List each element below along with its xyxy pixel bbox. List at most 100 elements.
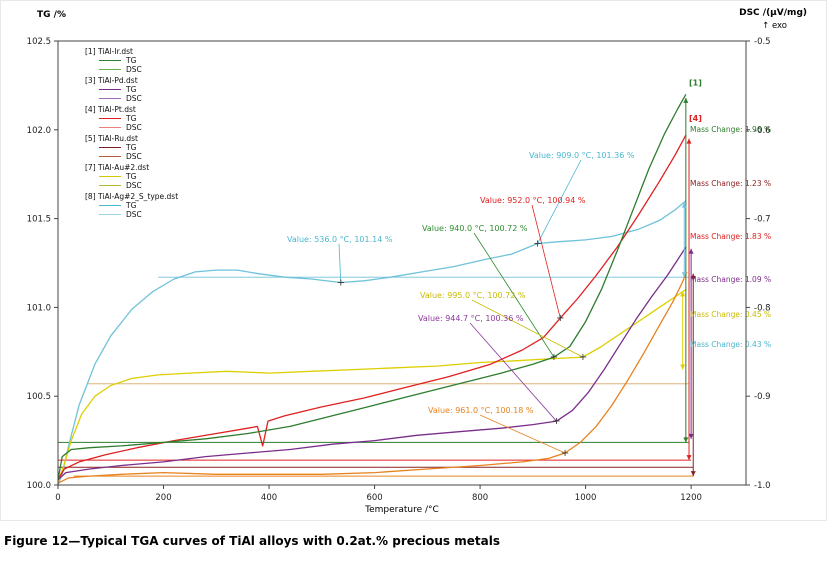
tga-chart-svg: Value: 536.0 °C, 101.14 % + Value: 909.0 °… [27,8,807,515]
legend-curve-type-label: TG [126,114,137,123]
value-annotation: Value: 944.7 °C, 100.36 % [418,314,524,323]
y-right-tick-label: -1.0 [754,481,771,491]
arrowhead-down-icon [688,433,694,439]
y-left-tick-label: 101.0 [27,303,51,313]
exo-label: ↑ exo [762,21,787,31]
x-tick-label: 1200 [680,493,702,503]
arrowhead-down-icon [683,437,689,443]
legend-swatch-icon [99,69,121,70]
legend-swatch-icon [99,205,121,206]
mass-change-label: Mass Change: 1.83 % [690,232,771,241]
arrowhead-up-icon [681,202,687,208]
x-tick-label: 600 [366,493,382,503]
y-right-tick-label: -0.5 [754,37,771,47]
legend-entry-dsc: DSC [85,181,178,190]
legend-curve-type-label: TG [126,143,137,152]
point-marker-icon: + [533,238,541,249]
legend-swatch-icon [99,156,121,157]
arrowhead-up-icon [686,138,692,144]
annotation-leader-line [469,322,557,422]
point-marker-icon: + [579,352,587,363]
point-marker-icon: + [550,352,558,363]
x-tick-label: 800 [472,493,488,503]
value-annotation: Value: 952.0 °C, 100.94 % [480,196,586,205]
value-annotation: Value: 940.0 °C, 100.72 % [422,224,528,233]
x-tick-label: 0 [55,493,60,503]
y-left-axis-title: TG /% [37,10,66,20]
legend-curve-type-label: TG [126,56,137,65]
legend-swatch-icon [99,60,121,61]
y-left-tick-label: 100.0 [27,481,51,491]
y-left-tick-label: 101.5 [27,215,51,225]
x-tick-label: 400 [261,493,277,503]
value-annotation: Value: 909.0 °C, 101.36 % [529,151,635,160]
point-marker-icon: + [552,416,560,427]
y-right-tick-label: -0.9 [754,392,771,402]
value-annotation: Value: 995.0 °C, 100.72 % [420,291,526,300]
annotation-leader-line [537,159,582,244]
y-right-tick-label: -0.8 [754,303,771,313]
curve-end-label: [4] [689,114,702,123]
legend-curve-type-label: DSC [126,181,142,190]
legend-entry-tg: TG [85,56,178,65]
figure-caption: Figure 12—Typical TGA curves of TiAl all… [4,534,500,548]
legend-curve-type-label: DSC [126,123,142,132]
annotation-leader-line [473,232,555,358]
mass-change-label: Mass Change: 1.96 % [690,125,771,134]
annotation-leader-line [471,299,584,358]
legend-entry-tg: TG [85,143,178,152]
arrowhead-up-icon [688,248,694,254]
legend-curve-type-label: DSC [126,94,142,103]
legend-entry-dsc: DSC [85,65,178,74]
legend-entry-tg: TG [85,172,178,181]
arrowhead-up-icon [683,97,689,103]
legend-swatch-icon [99,214,121,215]
legend-curve-type-label: TG [126,172,137,181]
series-ag-tg [57,200,687,486]
annotation-leader-line [531,204,561,319]
legend-swatch-icon [99,118,121,119]
arrowhead-up-icon [680,291,686,297]
mass-change-label: Mass Change: 1.23 % [690,179,771,188]
y-left-tick-label: 102.5 [27,37,51,47]
annotation-leader-line [479,414,566,454]
legend-swatch-icon [99,98,121,99]
legend-file-label: [5] TiAl-Ru.dst [85,134,138,143]
arrowhead-down-icon [690,471,696,477]
x-tick-label: 1000 [575,493,597,503]
legend-swatch-icon [99,89,121,90]
legend-entry-dsc: DSC [85,94,178,103]
legend-entry-tg: TG [85,114,178,123]
annotation-leader-line [338,243,342,283]
series-ir-tg [57,93,687,480]
series-pd-tg [57,246,687,481]
point-marker-icon: + [337,278,345,289]
y-right-tick-label: -0.6 [754,126,771,136]
mass-change-label: Mass Change: 0.43 % [690,340,771,349]
legend-swatch-icon [99,185,121,186]
legend-file-label: [7] TiAl-Au#2.dst [85,163,150,172]
series-ru-tg [57,271,688,484]
legend-swatch-icon [99,147,121,148]
value-annotation: Value: 961.0 °C, 100.18 % [428,406,534,415]
legend-swatch-icon [99,176,121,177]
chart-legend: [1] TiAl-Ir.dst TG DSC [3] TiAl-Pd.dst TG DSC… [85,45,178,219]
point-marker-icon: + [556,313,564,324]
x-tick-label: 200 [155,493,171,503]
legend-entry-tg: TG [85,85,178,94]
curve-end-label: [1] [689,78,702,87]
legend-curve-type-label: TG [126,201,137,210]
y-right-tick-label: -0.7 [754,215,771,225]
legend-entry-dsc: DSC [85,210,178,219]
legend-curve-type-label: TG [126,85,137,94]
mass-change-label: Mass Change: 0.45 % [690,310,771,319]
tga-chart-area: Value: 536.0 °C, 101.14 % + Value: 909.0 °… [0,0,827,521]
point-marker-icon: + [561,448,569,459]
legend-file-label: [1] TiAl-Ir.dst [85,47,133,56]
legend-entry-dsc: DSC [85,123,178,132]
x-axis-title: Temperature /°C [364,505,439,515]
y-left-tick-label: 102.0 [27,126,51,136]
y-right-axis-title: DSC /(µV/mg) [739,8,807,18]
legend-file-label: [3] TiAl-Pd.dst [85,76,138,85]
